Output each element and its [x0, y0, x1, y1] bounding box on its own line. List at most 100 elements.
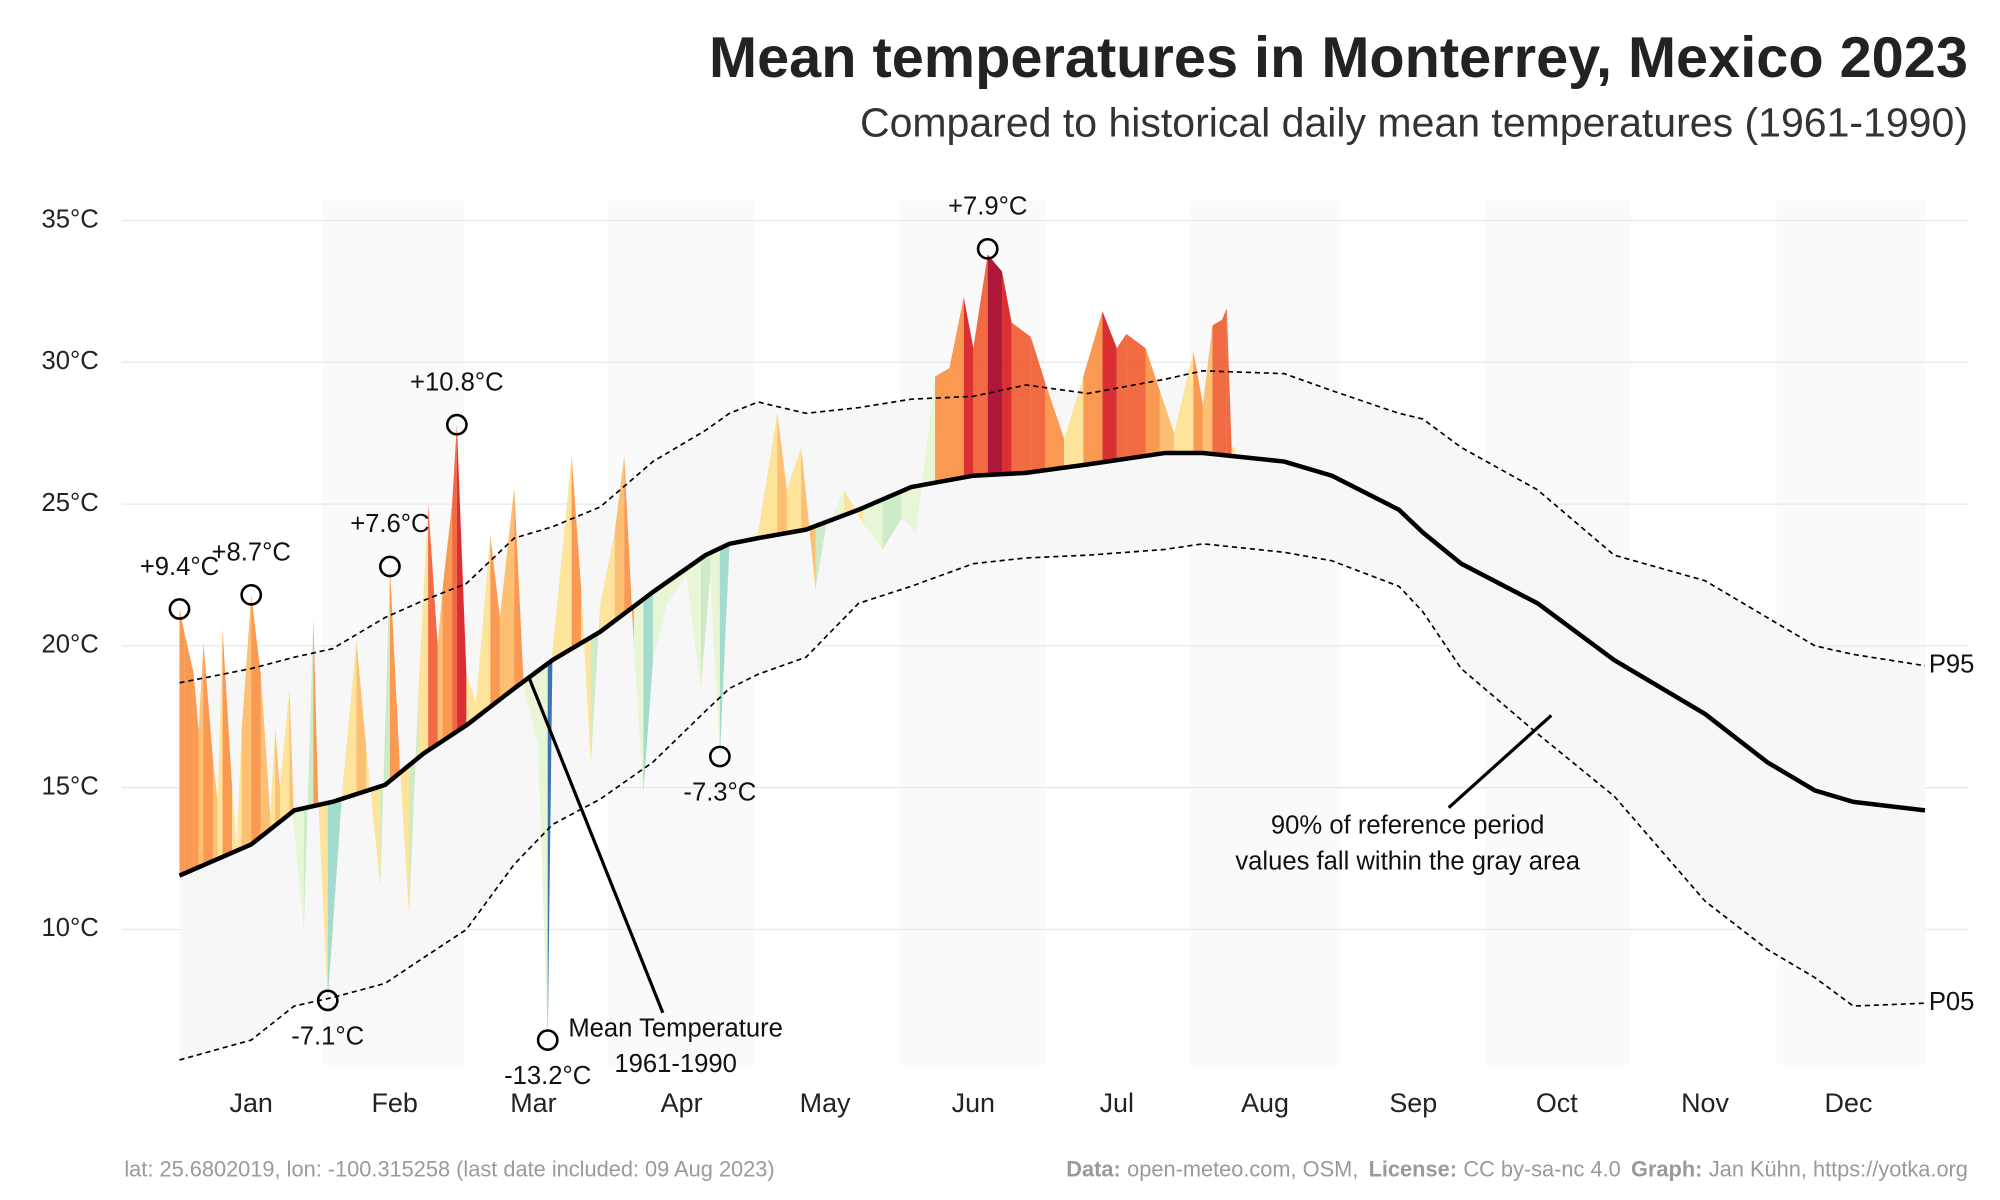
mean-line [178, 450, 1926, 878]
day-anomaly [356, 640, 366, 795]
x-tick-label: Feb [371, 1088, 417, 1118]
day-anomaly [949, 297, 964, 481]
day-anomaly [863, 499, 883, 550]
p95-line [179, 369, 1926, 684]
day-anomaly [882, 491, 902, 550]
band-leader [1447, 714, 1553, 809]
x-tick-label: Sep [1389, 1088, 1437, 1118]
extreme-marker [240, 583, 263, 606]
day-anomaly [758, 413, 778, 539]
day-anomaly [1145, 348, 1160, 456]
month-band [899, 200, 1046, 1065]
extreme-label: -7.1°C [291, 1022, 364, 1050]
day-anomaly [418, 504, 429, 758]
day-anomaly [1226, 308, 1232, 457]
day-anomaly [198, 643, 204, 868]
day-anomaly [437, 589, 443, 745]
x-tick-label: Jan [230, 1088, 273, 1118]
footer-value: CC by-sa-nc 4.0 [1463, 1156, 1620, 1181]
x-tick-label: Mar [510, 1088, 556, 1118]
day-anomaly [279, 688, 290, 822]
chart-subtitle: Compared to historical daily mean temper… [860, 99, 1968, 145]
day-anomaly [409, 688, 419, 916]
day-anomaly [1011, 322, 1031, 474]
extreme-marker [976, 237, 999, 260]
y-tick-label: 15°C [41, 772, 98, 800]
day-anomaly [844, 489, 864, 524]
day-anomaly [1083, 311, 1103, 466]
day-anomaly [466, 674, 476, 726]
x-tick-label: Jun [952, 1088, 995, 1118]
x-tick-label: Apr [661, 1088, 703, 1118]
day-anomaly [232, 787, 237, 853]
day-anomaly [251, 594, 261, 845]
mean-note: Mean Temperature [568, 1014, 783, 1042]
footer-key: License: [1369, 1156, 1457, 1181]
day-anomaly [915, 376, 936, 533]
y-tick-label: 10°C [41, 914, 98, 942]
footer-key: Data: [1066, 1156, 1120, 1181]
footer-value: Jan Kühn, https://yotka.org [1709, 1156, 1968, 1181]
extreme-label: +10.8°C [410, 368, 504, 396]
day-anomaly [217, 628, 223, 859]
x-tick-label: Dec [1825, 1088, 1873, 1118]
p05-line [179, 542, 1926, 1061]
day-anomaly [399, 759, 410, 916]
day-anomaly [590, 603, 601, 765]
day-anomaly [260, 674, 271, 837]
day-anomaly [1174, 350, 1194, 454]
day-anomaly [212, 759, 218, 862]
day-anomaly [1116, 333, 1127, 461]
day-anomaly [241, 594, 252, 849]
day-anomaly [193, 674, 199, 870]
y-tick-label: 35°C [41, 205, 98, 233]
day-anomaly [270, 728, 276, 830]
extreme-label: +9.4°C [140, 553, 219, 581]
day-anomaly [973, 254, 988, 476]
day-anomaly [1159, 390, 1175, 454]
day-anomaly [686, 558, 701, 689]
x-tick-label: Oct [1536, 1088, 1578, 1118]
day-anomaly [389, 566, 400, 781]
day-anomaly [1126, 333, 1146, 459]
day-anomaly [801, 447, 816, 590]
extreme-label: +8.7°C [212, 539, 291, 567]
footer-left: lat: 25.6802019, lon: -100.315258 (last … [124, 1156, 774, 1181]
day-anomaly [222, 628, 233, 857]
day-anomaly [786, 447, 802, 534]
extreme-marker [708, 745, 731, 768]
day-anomaly [303, 617, 314, 930]
extreme-label: +7.9°C [948, 193, 1027, 221]
day-anomaly [442, 504, 453, 742]
extreme-marker [445, 413, 468, 436]
p95-label: P95 [1929, 651, 1975, 679]
band-note: 90% of reference period [1271, 812, 1545, 840]
day-anomaly [1045, 382, 1065, 471]
extreme-label: -13.2°C [504, 1062, 591, 1090]
observed [179, 254, 1236, 1041]
extreme-marker [316, 989, 339, 1012]
mean-leader [526, 675, 665, 1014]
day-anomaly [652, 581, 668, 661]
day-anomaly [667, 568, 687, 604]
x-tick-label: May [800, 1088, 851, 1118]
extreme-marker [379, 555, 401, 578]
day-anomaly [236, 730, 242, 851]
y-tick-label: 30°C [41, 347, 98, 375]
p05-label: P05 [1929, 988, 1975, 1016]
day-anomaly [1193, 350, 1203, 454]
day-anomaly [538, 663, 548, 1041]
day-anomaly [475, 535, 491, 718]
day-anomaly [428, 504, 438, 751]
day-anomaly [815, 522, 826, 590]
footer-right: Data: open-meteo.com, OSM, License: CC by-s… [1066, 1156, 1968, 1181]
day-anomaly [552, 455, 572, 661]
mean-note: 1961-1990 [614, 1050, 737, 1078]
day-anomaly [294, 808, 304, 930]
day-anomaly [1202, 325, 1213, 455]
y-tick-label: 20°C [41, 631, 98, 659]
day-anomaly [318, 801, 328, 1001]
day-anomaly [901, 486, 916, 533]
